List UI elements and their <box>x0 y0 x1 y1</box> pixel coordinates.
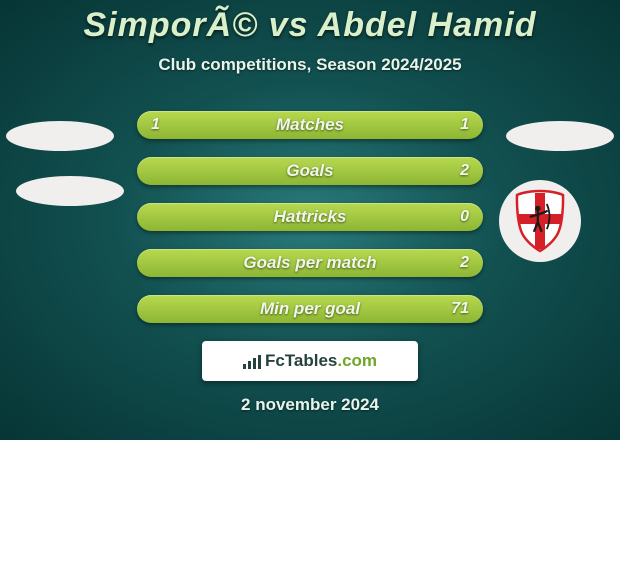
stat-label: Matches <box>137 111 483 139</box>
logo-text-b: .com <box>337 351 377 370</box>
player-badge-placeholder <box>16 176 124 206</box>
stat-label: Min per goal <box>137 295 483 323</box>
player-badge-placeholder <box>506 121 614 151</box>
stat-left: 1 <box>137 111 174 139</box>
stat-label: Goals per match <box>137 249 483 277</box>
stat-left <box>137 249 165 277</box>
bars-icon <box>243 353 261 369</box>
shield-icon <box>513 189 567 253</box>
page-title: SimporÃ© vs Abdel Hamid <box>0 0 620 45</box>
stat-row: Goals per match 2 <box>137 249 483 277</box>
stat-row: Hattricks 0 <box>137 203 483 231</box>
stat-row: Goals 2 <box>137 157 483 185</box>
stat-label: Hattricks <box>137 203 483 231</box>
stat-right: 2 <box>446 157 483 185</box>
stat-row: Min per goal 71 <box>137 295 483 323</box>
club-badge <box>499 180 581 262</box>
stat-right: 0 <box>446 203 483 231</box>
stat-left <box>137 157 165 185</box>
site-logo[interactable]: FcTables.com <box>202 341 418 381</box>
stat-right: 2 <box>446 249 483 277</box>
stat-right: 1 <box>446 111 483 139</box>
stat-left <box>137 295 165 323</box>
stat-right: 71 <box>437 295 483 323</box>
player-badge-placeholder <box>6 121 114 151</box>
stat-row: 1 Matches 1 <box>137 111 483 139</box>
logo-inner: FcTables.com <box>243 351 377 371</box>
logo-text-a: FcTables <box>265 351 337 370</box>
date-label: 2 november 2024 <box>0 395 620 415</box>
stat-left <box>137 203 165 231</box>
comparison-card: SimporÃ© vs Abdel Hamid Club competition… <box>0 0 620 440</box>
logo-text: FcTables.com <box>265 351 377 371</box>
subtitle: Club competitions, Season 2024/2025 <box>0 55 620 75</box>
stat-label: Goals <box>137 157 483 185</box>
